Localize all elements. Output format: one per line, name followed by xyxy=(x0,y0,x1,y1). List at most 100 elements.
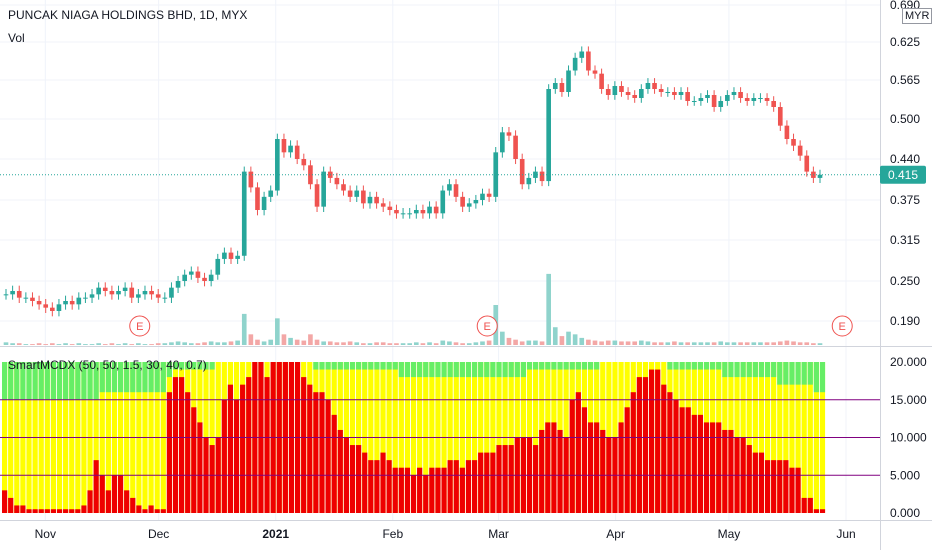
indicator-bar-red xyxy=(624,407,630,513)
time-tick-label: Dec xyxy=(148,527,169,541)
candle-body xyxy=(341,184,346,191)
indicator-bar-red xyxy=(26,509,32,513)
candle-body xyxy=(56,304,62,311)
volume-bar xyxy=(50,343,55,345)
volume-bar xyxy=(202,342,207,345)
candle-body xyxy=(347,190,353,197)
indicator-bar-green xyxy=(111,362,118,393)
indicator-bar-red xyxy=(32,509,38,513)
indicator-bar-red xyxy=(465,460,472,513)
candle-body xyxy=(784,125,790,139)
indicator-bar-red xyxy=(771,460,777,513)
indicator-bar-red xyxy=(69,509,75,513)
volume-bar xyxy=(519,341,525,345)
indicator-bar-red xyxy=(661,384,667,513)
candle-body xyxy=(672,92,677,95)
volume-bar xyxy=(308,334,313,345)
indicator-bar-red xyxy=(746,445,752,513)
volume-bar xyxy=(281,334,287,345)
volume-bar xyxy=(195,343,201,345)
time-tick-label: Jun xyxy=(836,527,855,541)
candle-body xyxy=(16,291,22,298)
volume-bar xyxy=(102,344,108,345)
indicator-bar-red xyxy=(81,505,87,513)
candle-body xyxy=(605,89,611,95)
indicator-bar-red xyxy=(386,460,392,513)
indicator-bar-red xyxy=(233,399,240,513)
candle-body xyxy=(321,171,326,207)
candle-body xyxy=(400,213,406,215)
volume-bar xyxy=(208,341,214,345)
indicator-bar-green xyxy=(514,362,520,378)
last-price-label: 0.415 xyxy=(888,168,918,182)
indicator-bar-red xyxy=(703,422,710,513)
volume-bar xyxy=(440,340,446,345)
indicator-bar-green xyxy=(740,362,746,378)
indicator-bar-red xyxy=(429,467,435,513)
indicator-bar-green xyxy=(374,362,380,370)
indicator-bar-red xyxy=(813,509,819,513)
volume-bar xyxy=(10,343,15,345)
volume-bar xyxy=(460,343,465,345)
volume-bar xyxy=(261,341,267,345)
candle-body xyxy=(222,252,227,259)
indicator-bar-green xyxy=(557,362,563,370)
price-tick-label: 0.375 xyxy=(890,193,920,207)
volume-bar xyxy=(129,344,135,345)
volume-bar xyxy=(599,341,604,345)
indicator-bar-green xyxy=(197,362,203,370)
indicator-bar-red xyxy=(404,467,411,513)
indicator-bar-green xyxy=(764,362,771,378)
indicator-bar-green xyxy=(93,362,99,400)
indicator-bar-red xyxy=(209,445,215,513)
indicator-bar-red xyxy=(551,422,557,513)
earnings-marker-icon xyxy=(129,315,151,337)
indicator-bar-green xyxy=(710,362,716,370)
candle-body xyxy=(413,210,419,214)
indicator-bar-green xyxy=(746,362,752,378)
volume-bar xyxy=(797,342,803,345)
indicator-bar-red xyxy=(172,377,179,513)
indicator-bar-green xyxy=(471,362,478,378)
indicator-bar-green xyxy=(703,362,710,370)
indicator-bar-red xyxy=(160,509,166,513)
time-tick-label: May xyxy=(718,527,741,541)
candle-body xyxy=(486,193,492,197)
candle-body xyxy=(758,98,763,99)
indicator-bar-red xyxy=(124,490,130,513)
indicator-bar-red xyxy=(44,509,50,513)
candle-body xyxy=(705,95,710,98)
candle-body xyxy=(453,184,459,197)
candle-body xyxy=(559,83,565,92)
price-tick-label: 0.500 xyxy=(890,112,920,126)
candle-body xyxy=(572,57,578,71)
currency-badge[interactable]: MYR xyxy=(902,8,932,24)
candle-body xyxy=(43,304,49,308)
volume-bar xyxy=(122,343,128,345)
volume-bar xyxy=(89,344,95,345)
indicator-bar-red xyxy=(111,475,118,513)
candles xyxy=(3,46,823,317)
volume-bar xyxy=(36,343,42,345)
indicator-bar-red xyxy=(807,497,813,513)
indicator-bar-red xyxy=(545,422,551,513)
price-tick-label: 0.625 xyxy=(890,35,920,49)
candle-body xyxy=(308,165,313,185)
candle-body xyxy=(797,145,803,156)
volume-bar xyxy=(215,342,221,345)
indicator-bar-red xyxy=(142,509,148,513)
volume-bar xyxy=(652,342,657,345)
candle-body xyxy=(612,86,618,95)
volume-bar xyxy=(228,341,234,345)
indicator-bar-red xyxy=(502,445,508,513)
indicator-bar-green xyxy=(356,362,362,370)
time-tick-label: Apr xyxy=(606,527,625,541)
indicator-bar-green xyxy=(179,362,185,370)
earnings-marker-icon xyxy=(831,315,853,337)
volume-bar xyxy=(698,342,704,345)
volume-bar xyxy=(16,343,22,345)
indicator-bar-green xyxy=(722,362,728,378)
indicator-bar-red xyxy=(117,475,124,513)
volume-bar xyxy=(579,337,585,345)
